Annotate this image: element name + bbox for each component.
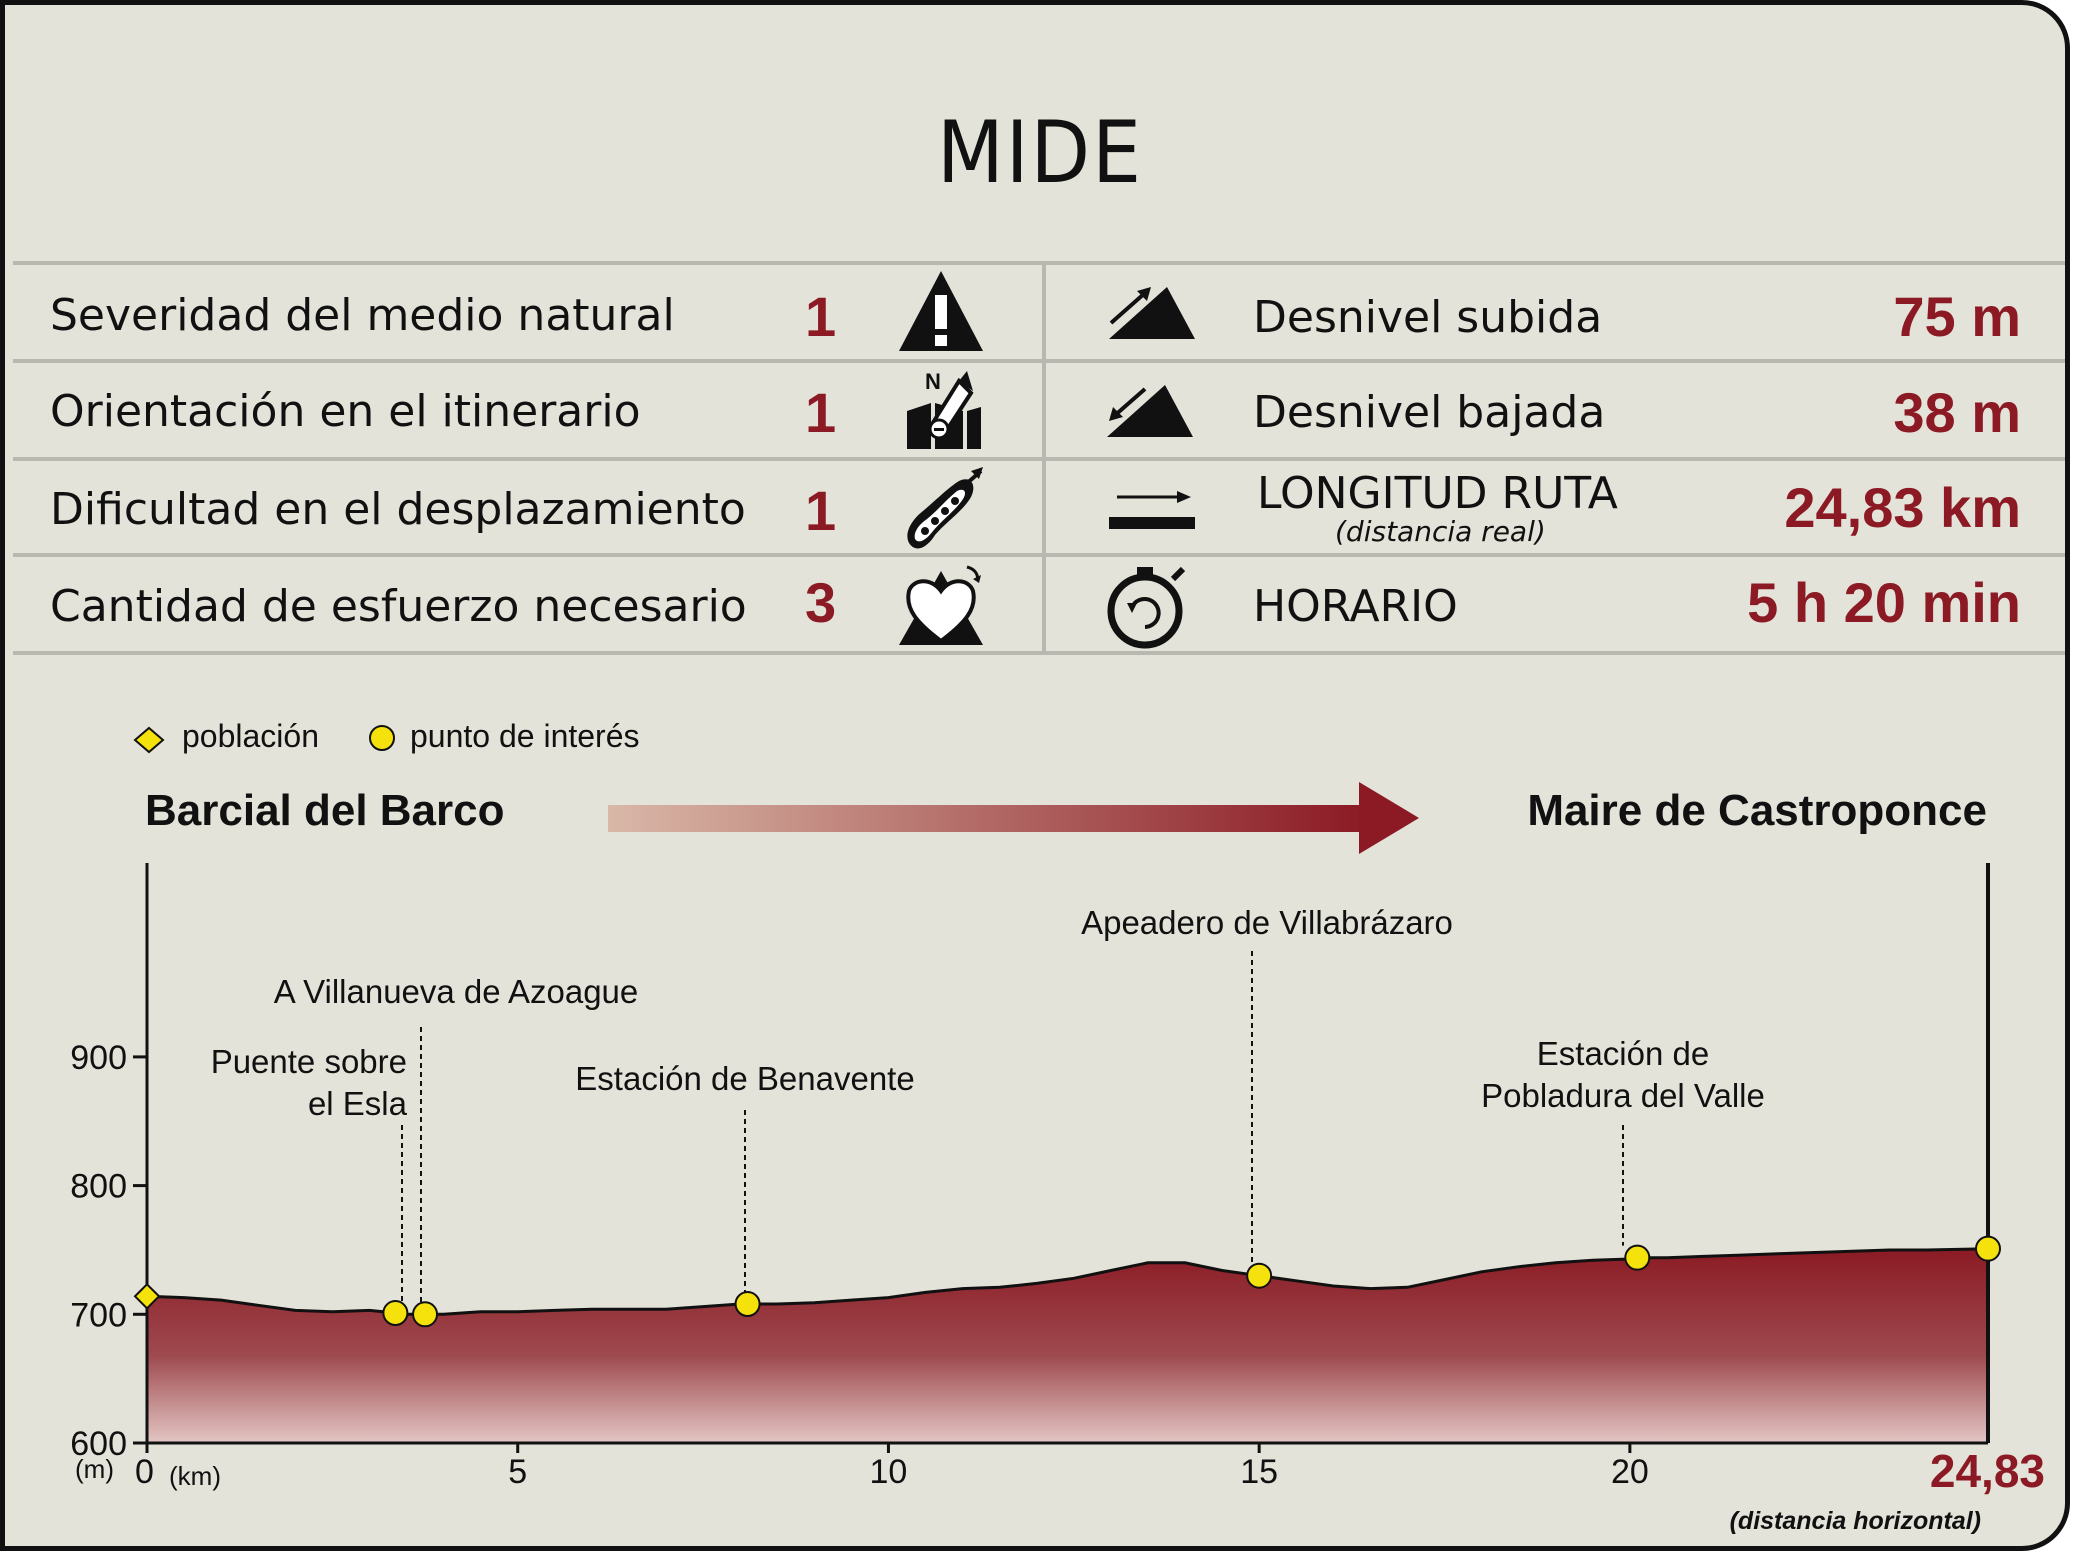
- poi-marker: [412, 1301, 439, 1328]
- length-value: 24,83 km: [1784, 476, 2021, 539]
- x-unit-label: (km): [169, 1461, 221, 1491]
- time-value: 5 h 20 min: [1747, 571, 2021, 634]
- mide-value-severity: 1: [805, 285, 837, 348]
- direction-arrow-shaft: [608, 805, 1364, 832]
- poi-label: el Esla: [308, 1085, 408, 1122]
- divider: [13, 553, 2065, 557]
- mide-value-effort: 3: [805, 571, 837, 634]
- poi-label: Apeadero de Villabrázaro: [1081, 904, 1453, 941]
- y-tick-label: 800: [70, 1168, 127, 1206]
- legend-poi-marker: [369, 725, 395, 751]
- heart-effort-icon: [899, 565, 983, 645]
- length-label: LONGITUD RUTA: [1257, 468, 1618, 519]
- page-title: MIDE: [936, 103, 1144, 203]
- x-end-label: 24,83: [1930, 1445, 2045, 1497]
- compass-map-icon: N: [907, 369, 981, 449]
- descent-label: Desnivel bajada: [1253, 387, 1606, 438]
- x-tick-label: 20: [1611, 1453, 1649, 1491]
- y-tick-label: 700: [70, 1296, 127, 1334]
- town-marker: [133, 1282, 161, 1310]
- x-tick-label: 10: [870, 1453, 908, 1491]
- poi-label: Pobladura del Valle: [1481, 1077, 1765, 1114]
- x-tick-label: 5: [508, 1453, 527, 1491]
- ascent-value: 75 m: [1893, 285, 2021, 348]
- mide-label-orientation: Orientación en el itinerario: [50, 386, 641, 437]
- route-start: Barcial del Barco: [145, 786, 505, 835]
- column-divider: [1042, 263, 1046, 655]
- warning-icon: [899, 271, 983, 351]
- poi-marker: [734, 1291, 761, 1318]
- time-label: HORARIO: [1253, 581, 1458, 632]
- legend-poi-label: punto de interés: [410, 718, 640, 754]
- mide-label-difficulty: Dificultad en el desplazamiento: [50, 484, 746, 535]
- y-unit-label: (m): [75, 1454, 114, 1484]
- length-sublabel: (distancia real): [1335, 515, 1546, 548]
- poi-label: A Villanueva de Azoague: [274, 973, 639, 1010]
- divider: [13, 359, 2065, 363]
- ascent-label: Desnivel subida: [1253, 292, 1603, 343]
- legend-town-label: población: [182, 718, 319, 754]
- elevation-area: [147, 1248, 1988, 1443]
- y-tick-label: 600: [70, 1425, 127, 1463]
- distance-arrow-icon: [1109, 491, 1195, 529]
- ascent-icon: [1109, 287, 1195, 339]
- poi-marker: [1246, 1262, 1273, 1289]
- mide-label-effort: Cantidad de esfuerzo necesario: [50, 581, 747, 632]
- poi-label: Estación de: [1537, 1035, 1709, 1072]
- mide-value-orientation: 1: [805, 381, 837, 444]
- poi-label: Estación de Benavente: [575, 1060, 914, 1097]
- mide-label-severity: Severidad del medio natural: [50, 290, 675, 341]
- x-tick-label: 0: [135, 1453, 154, 1491]
- elevation-profile-chart: población punto de interés Barcial del B…: [70, 718, 2045, 1535]
- svg-text:N: N: [925, 369, 941, 394]
- footprint-icon: [907, 467, 983, 549]
- mide-value-difficulty: 1: [805, 479, 837, 542]
- x-tick-label: 15: [1240, 1453, 1278, 1491]
- divider: [13, 457, 2065, 461]
- descent-value: 38 m: [1893, 381, 2021, 444]
- poi-marker: [1975, 1235, 2001, 1262]
- divider: [13, 261, 2065, 265]
- x-axis-note: (distancia horizontal): [1730, 1507, 1981, 1535]
- route-end: Maire de Castroponce: [1527, 786, 1987, 835]
- descent-icon: [1107, 385, 1193, 437]
- direction-arrow-head: [1359, 782, 1419, 854]
- poi-marker: [382, 1300, 409, 1327]
- divider: [13, 651, 2065, 655]
- poi-marker: [1624, 1244, 1651, 1271]
- legend-town-marker: [133, 726, 165, 754]
- stopwatch-icon: [1107, 566, 1186, 649]
- poi-label: Puente sobre: [211, 1043, 407, 1080]
- y-tick-label: 900: [70, 1039, 127, 1077]
